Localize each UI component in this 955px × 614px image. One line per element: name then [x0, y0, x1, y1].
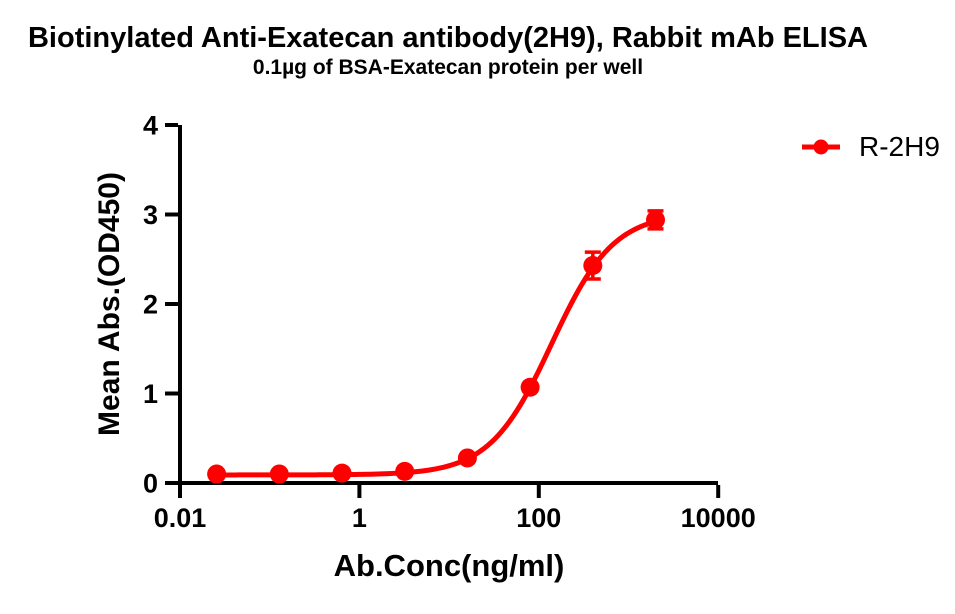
data-point: [269, 464, 289, 484]
x-axis: 0.01 1 100 10000: [154, 481, 756, 533]
data-point: [207, 464, 227, 484]
y-tick-label: 4: [143, 111, 158, 141]
legend-marker: [802, 139, 840, 155]
data-point: [457, 448, 477, 468]
data-point: [332, 463, 352, 483]
y-tick-label: 1: [143, 379, 158, 409]
y-tick-label: 2: [143, 290, 158, 320]
data-point: [583, 256, 603, 276]
legend-label: R-2H9: [859, 131, 940, 162]
data-point: [646, 210, 666, 230]
fit-curve: [214, 219, 658, 478]
y-tick-label: 3: [143, 200, 158, 230]
x-tick-label: 1: [352, 503, 367, 533]
y-axis: 0 1 2 3 4: [143, 111, 182, 499]
x-tick-label: 100: [516, 503, 561, 533]
data-point: [520, 377, 540, 397]
x-axis-label: Ab.Conc(ng/ml): [333, 548, 565, 583]
series-R-2H9: [207, 209, 666, 484]
chart-title: Biotinylated Anti-Exatecan antibody(2H9)…: [27, 22, 868, 54]
chart-subtitle: 0.1µg of BSA-Exatecan protein per well: [252, 56, 644, 79]
y-tick-label: 0: [143, 469, 158, 499]
x-tick-label: 10000: [681, 503, 756, 533]
legend: R-2H9: [802, 131, 940, 162]
data-point: [395, 461, 415, 481]
x-tick-label: 0.01: [154, 503, 207, 533]
